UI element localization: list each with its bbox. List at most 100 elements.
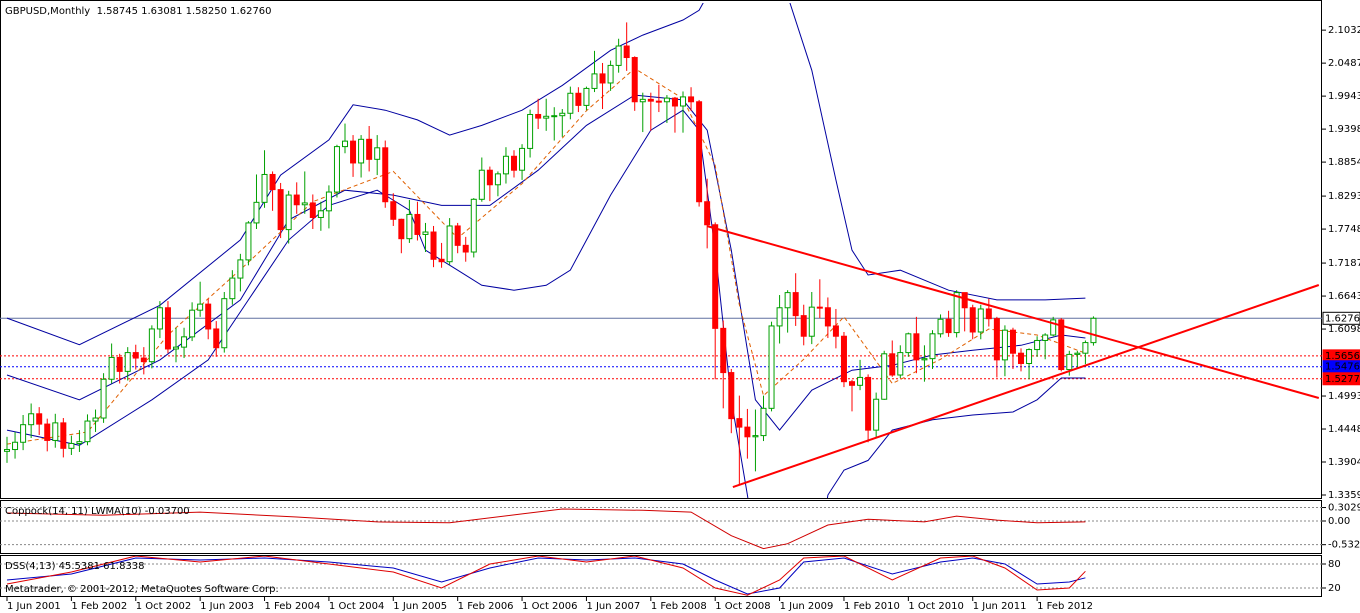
candle-body [164,307,171,350]
y-tick-label: 1.44485 [1328,424,1360,435]
y-tick-label: 2.04875 [1328,58,1360,69]
candle-body [929,333,936,360]
candle-body [615,45,622,66]
candle-body [712,224,719,329]
x-tick-label: 1 Jun 2001 [7,601,61,612]
candle-body [527,113,534,149]
y-tick-label: 80 [1328,559,1341,570]
candle-body [1034,339,1041,351]
candle-body [293,194,300,206]
x-tick-label: 1 Oct 2006 [522,601,577,612]
candle-body [655,100,662,103]
candle-body [253,201,260,224]
candle-body [535,113,542,119]
candle-body [993,318,1000,361]
candle-body [728,372,735,420]
candle-body [881,353,888,400]
x-tick-label: 1 Feb 2010 [844,601,900,612]
candle-body [108,356,115,380]
candle-body [100,378,107,419]
candle-body [342,140,349,148]
candle-body [857,376,864,386]
axes: 2.10320 2.04875 1.99430 1.93985 1.88540 1.829… [6,25,1360,612]
candle-body [221,298,228,349]
candle-body [269,173,276,191]
candle-body [897,352,904,376]
y-tick-label: 1.77485 [1328,224,1360,235]
candle-body [519,147,526,171]
candle-body [28,413,35,426]
candle-body [744,426,751,438]
x-tick-label: 1 Jun 2009 [780,601,834,612]
candle-body [865,376,872,431]
candle-body [559,112,566,117]
candle-body [575,92,582,106]
candle-body [1001,329,1008,361]
candle-body [382,147,389,203]
candle-body [181,336,188,348]
candle-body [832,325,839,337]
candle-body [937,318,944,335]
candle-body [1058,319,1065,371]
candle-body [398,218,405,240]
candle-body [704,201,711,226]
candle-body [736,418,743,428]
candle-body [969,307,976,333]
indicator-title: Coppock(14, 11) LWMA(10) -0.03700 [5,506,190,517]
footer: Metatrader, © 2001-2012, MetaQuotes Soft… [5,584,279,595]
candle-body [607,64,614,84]
dss-plot [0,556,1322,596]
coppock-panel [0,500,1322,554]
candle-body [760,407,767,437]
candle-body [350,140,357,164]
x-tick-label: 1 Oct 2002 [136,601,191,612]
candle-body [92,417,99,422]
candle-body [36,413,43,425]
price-label: 1.54763 [1325,362,1360,373]
candle-body [647,98,654,102]
candle-body [12,441,19,451]
candle-body [720,327,727,374]
candle-body [631,57,638,103]
candle-body [567,92,574,114]
candle-body [583,87,590,106]
candle-body [873,398,880,431]
y-tick-label: 1.88540 [1328,157,1360,168]
candle-body [156,307,163,330]
candle-body [390,201,397,220]
x-tick-label: 1 Oct 2008 [715,601,770,612]
candle-body [889,353,896,376]
coppock-plot [0,507,1322,550]
y-tick-label: 1.49930 [1328,391,1360,402]
candle-body [205,303,212,330]
candle-body [696,101,703,203]
candle-body [808,306,815,337]
candle-body [132,352,139,359]
candle-body [953,292,960,334]
candle-body [1074,352,1081,355]
candle-body [309,202,316,218]
indicator-line [6,556,1086,596]
chart-title: GBPUSD,Monthly 1.58745 1.63081 1.58250 1… [5,6,272,17]
y-tick-label: 20 [1328,583,1341,594]
trendline [732,284,1320,489]
candle-body [285,194,292,231]
candle-body [1009,329,1016,354]
candle-body [116,356,123,372]
candle-body [173,346,180,350]
candle-body [197,303,204,311]
x-tick-label: 1 Feb 2002 [71,601,127,612]
candle-body [1066,353,1073,371]
candle-body [76,441,83,444]
candle-body [422,231,429,235]
candle-body [44,423,51,441]
candle-body [502,155,509,175]
candle-body [543,115,550,119]
candle-body [414,213,421,235]
y-tick-label: 1.93985 [1328,124,1360,135]
candle-body [680,96,687,107]
y-tick-label: 0.00 [1328,516,1350,527]
candle-body [358,138,365,164]
y-tick-label: 0.30293 [1328,503,1360,514]
